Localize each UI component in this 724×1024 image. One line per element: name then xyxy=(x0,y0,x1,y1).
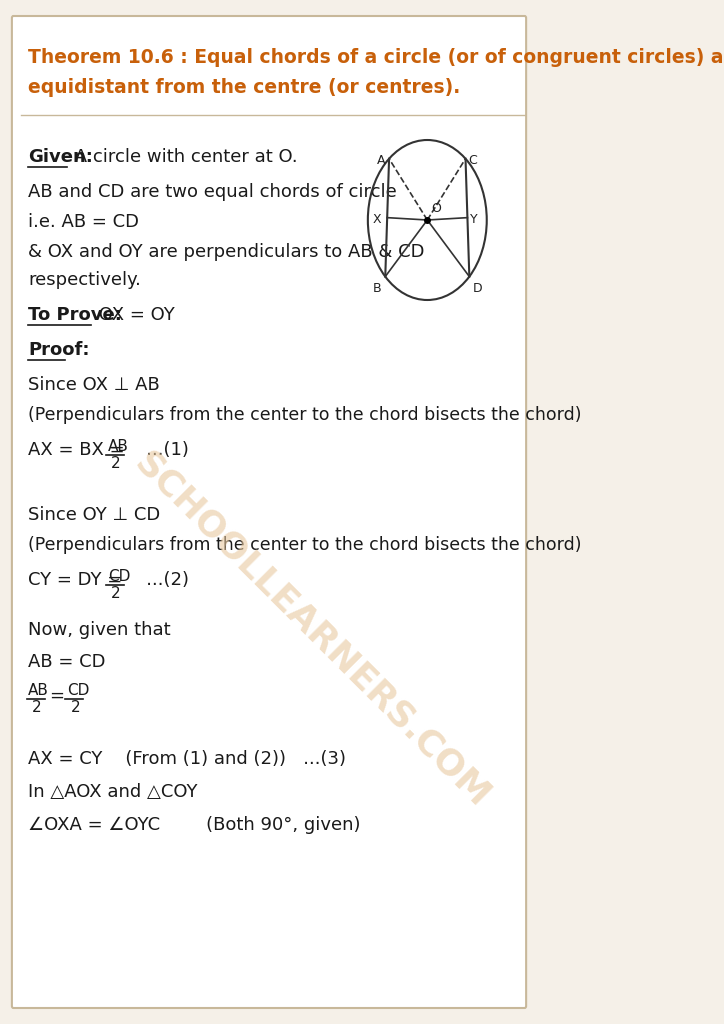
Text: =: = xyxy=(49,687,64,705)
Text: OX = OY: OX = OY xyxy=(93,306,174,324)
Text: ∠OXA = ∠OYC        (Both 90°, given): ∠OXA = ∠OYC (Both 90°, given) xyxy=(28,816,361,834)
Text: ...(1): ...(1) xyxy=(129,441,188,459)
Text: AX = CY    (From (1) and (2))   ...(3): AX = CY (From (1) and (2)) ...(3) xyxy=(28,750,346,768)
Text: 2: 2 xyxy=(111,456,120,471)
Text: & OX and OY are perpendiculars to AB & CD: & OX and OY are perpendiculars to AB & C… xyxy=(28,243,425,261)
Text: AB = CD: AB = CD xyxy=(28,653,106,671)
Text: Since OX ⊥ AB: Since OX ⊥ AB xyxy=(28,376,160,394)
Text: To Prove:: To Prove: xyxy=(28,306,122,324)
Text: ...(2): ...(2) xyxy=(129,571,188,589)
Text: C: C xyxy=(468,155,477,167)
Text: 2: 2 xyxy=(71,700,80,715)
Text: Proof:: Proof: xyxy=(28,341,90,359)
Text: SCHOOLLEARNERS.COM: SCHOOLLEARNERS.COM xyxy=(128,445,496,814)
Text: 2: 2 xyxy=(111,586,120,601)
Text: Theorem 10.6 : Equal chords of a circle (or of congruent circles) are: Theorem 10.6 : Equal chords of a circle … xyxy=(28,48,724,67)
Text: CD: CD xyxy=(67,683,89,698)
FancyBboxPatch shape xyxy=(12,16,526,1008)
Text: equidistant from the centre (or centres).: equidistant from the centre (or centres)… xyxy=(28,78,460,97)
Text: Y: Y xyxy=(471,213,478,226)
Text: 2: 2 xyxy=(32,700,41,715)
Text: A: A xyxy=(377,155,385,167)
Text: A circle with center at O.: A circle with center at O. xyxy=(69,148,298,166)
Text: O: O xyxy=(431,202,441,215)
Text: X: X xyxy=(373,213,382,226)
Text: In △AOX and △COY: In △AOX and △COY xyxy=(28,783,198,801)
Text: Now, given that: Now, given that xyxy=(28,621,171,639)
Text: (Perpendiculars from the center to the chord bisects the chord): (Perpendiculars from the center to the c… xyxy=(28,536,582,554)
Text: CY = DY =: CY = DY = xyxy=(28,571,128,589)
Text: i.e. AB = CD: i.e. AB = CD xyxy=(28,213,139,231)
Text: (Perpendiculars from the center to the chord bisects the chord): (Perpendiculars from the center to the c… xyxy=(28,406,582,424)
Text: AX = BX =: AX = BX = xyxy=(28,441,130,459)
Text: AB: AB xyxy=(108,439,129,454)
Text: CD: CD xyxy=(108,569,130,584)
Text: AB: AB xyxy=(28,683,49,698)
Text: AB and CD are two equal chords of circle: AB and CD are two equal chords of circle xyxy=(28,183,397,201)
Text: Since OY ⊥ CD: Since OY ⊥ CD xyxy=(28,506,161,524)
Text: B: B xyxy=(373,282,382,295)
Text: respectively.: respectively. xyxy=(28,271,141,289)
Text: D: D xyxy=(472,282,482,295)
Text: Given:: Given: xyxy=(28,148,93,166)
